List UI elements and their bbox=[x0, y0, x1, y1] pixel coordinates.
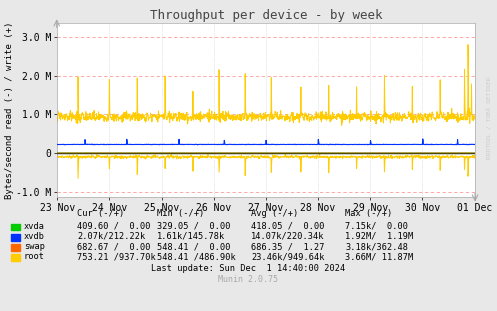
Text: xvdb: xvdb bbox=[24, 232, 45, 241]
Text: 682.67 /  0.00: 682.67 / 0.00 bbox=[77, 242, 151, 251]
Text: Max (-/+): Max (-/+) bbox=[345, 209, 393, 218]
Text: 753.21 /937.70k: 753.21 /937.70k bbox=[77, 252, 156, 261]
Text: 409.60 /  0.00: 409.60 / 0.00 bbox=[77, 221, 151, 230]
Text: 548.41 /486.90k: 548.41 /486.90k bbox=[157, 252, 235, 261]
Text: 3.66M/ 11.87M: 3.66M/ 11.87M bbox=[345, 252, 414, 261]
Text: 1.92M/  1.19M: 1.92M/ 1.19M bbox=[345, 232, 414, 241]
Text: 2.07k/212.22k: 2.07k/212.22k bbox=[77, 232, 145, 241]
Text: Last update: Sun Dec  1 14:40:00 2024: Last update: Sun Dec 1 14:40:00 2024 bbox=[152, 264, 345, 273]
Text: Cur (-/+): Cur (-/+) bbox=[77, 209, 124, 218]
Text: Avg (-/+): Avg (-/+) bbox=[251, 209, 298, 218]
Text: xvda: xvda bbox=[24, 221, 45, 230]
Text: 418.05 /  0.00: 418.05 / 0.00 bbox=[251, 221, 325, 230]
Text: Munin 2.0.75: Munin 2.0.75 bbox=[219, 275, 278, 284]
Text: 686.35 /  1.27: 686.35 / 1.27 bbox=[251, 242, 325, 251]
Text: 23.46k/949.64k: 23.46k/949.64k bbox=[251, 252, 325, 261]
Text: 1.61k/145.78k: 1.61k/145.78k bbox=[157, 232, 225, 241]
Text: 14.07k/220.34k: 14.07k/220.34k bbox=[251, 232, 325, 241]
Text: 548.41 /  0.00: 548.41 / 0.00 bbox=[157, 242, 230, 251]
Text: swap: swap bbox=[24, 242, 45, 251]
Text: 3.18k/362.48: 3.18k/362.48 bbox=[345, 242, 409, 251]
Text: 7.15k/  0.00: 7.15k/ 0.00 bbox=[345, 221, 409, 230]
Y-axis label: Bytes/second read (-) / write (+): Bytes/second read (-) / write (+) bbox=[4, 22, 13, 199]
Text: RRDTOOL / TOBI OETIKER: RRDTOOL / TOBI OETIKER bbox=[486, 77, 491, 160]
Text: root: root bbox=[24, 252, 45, 261]
Title: Throughput per device - by week: Throughput per device - by week bbox=[150, 9, 382, 22]
Text: 329.05 /  0.00: 329.05 / 0.00 bbox=[157, 221, 230, 230]
Text: Min (-/+): Min (-/+) bbox=[157, 209, 204, 218]
